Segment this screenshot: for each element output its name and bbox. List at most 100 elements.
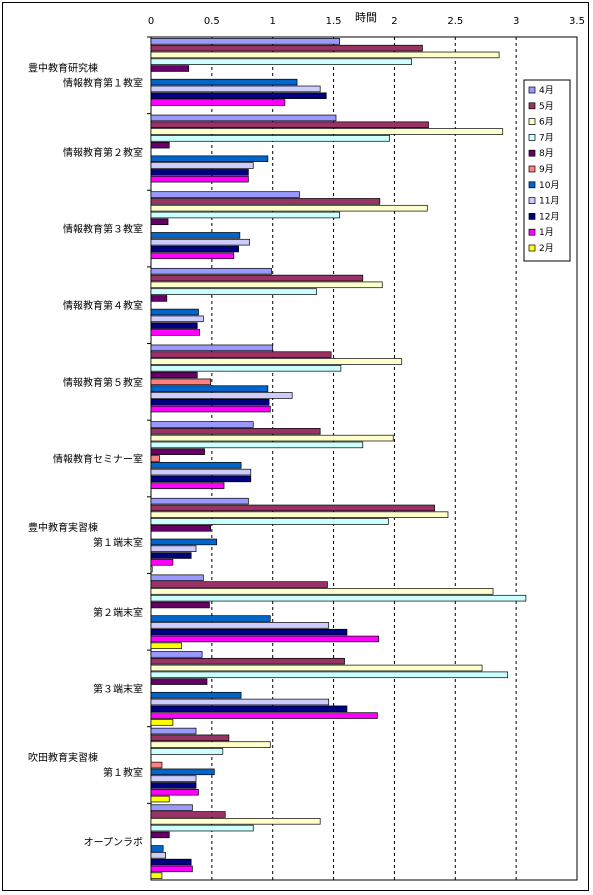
x-tick-label: 0.5 [204,16,220,27]
category-label-group: 豊中教育研究棟 [28,61,98,74]
bar [150,281,383,289]
category-label: 第１端末室 [93,536,143,549]
category-label-group: 吹田教育実習棟 [28,751,98,764]
bar [150,329,201,336]
bar [150,121,429,129]
bar [150,601,210,609]
legend-swatch [528,102,536,110]
bar [150,204,428,212]
bar [150,594,527,602]
bar [150,824,254,832]
bar [150,308,199,316]
bar [150,804,193,811]
category-label-group: 豊中教育実習棟 [28,521,98,534]
bar [150,385,269,392]
category-label: 情報教育第３教室 [63,223,143,236]
legend-swatch [528,134,536,141]
legend-entry: 6月 [539,117,554,128]
bar [150,664,483,672]
bar [150,288,317,295]
bar [150,51,500,59]
bar [150,344,274,352]
bar [150,852,166,859]
bar [150,44,423,52]
legend-entry: 10月 [539,180,559,191]
bar [150,175,249,183]
category-label: 情報教育第２教室 [63,146,143,159]
x-tick-label: 1.5 [326,16,342,27]
bar [150,421,254,428]
bar [150,671,508,679]
legend-entry: 5月 [539,101,554,112]
category-label: オープンラボ [84,837,143,849]
bar [150,405,271,413]
legend-swatch [528,118,536,125]
legend-entry: 12月 [539,211,559,222]
x-tick-label: 3.5 [569,16,585,27]
bar [150,392,293,399]
bar [150,99,286,106]
bar [150,378,211,386]
bar [150,525,211,532]
legend-swatch [528,165,536,173]
value-axis-ticks: 0 0.5 1 1.5 2 2.5 3 3.5 [148,16,585,27]
bar [150,504,435,512]
legend-entry: 7月 [539,132,554,143]
legend-swatch [528,213,536,220]
bar [150,434,394,442]
bar [150,698,330,706]
legend-swatch [528,228,536,236]
bar [150,315,204,323]
bar [150,399,270,406]
bar [150,322,198,329]
bar [150,267,272,275]
legend-swatch [528,86,536,94]
bar [150,545,197,552]
bar [150,811,226,818]
bar [150,727,197,735]
x-tick-label: 3 [513,16,519,27]
bar [150,162,254,169]
bar [150,365,342,372]
x-tick-label: 0 [148,16,154,27]
bar [150,38,341,45]
bar [150,497,249,505]
legend-entry: 1月 [539,227,554,238]
legend-entry: 8月 [539,148,554,159]
bar [150,768,215,776]
bar [150,371,198,379]
legend-swatch [528,149,536,157]
category-label: 情報教育第５教室 [63,376,143,389]
bar [150,169,249,176]
bar [150,615,271,622]
bar [150,135,390,142]
bar [150,468,252,476]
bar [150,581,328,588]
bar [150,232,241,239]
bar [150,58,412,65]
bar [150,734,230,742]
bar [150,588,494,595]
category-label: 情報教育セミナー室 [53,453,143,466]
category-label: 情報教育第１教室 [63,76,143,89]
bar [150,622,330,629]
legend: 4月 5月 6月 7月 8月 9月 10月 11月 12月 1月 2月 [523,79,571,262]
x-tick-label: 2 [391,16,397,27]
bar [150,295,168,302]
bar [150,691,242,699]
bar [150,351,332,358]
category-axis: 豊中教育研究棟情報教育第１教室情報教育第２教室情報教育第３教室情報教育第４教室情… [28,36,151,849]
bar [150,559,174,566]
bar [150,428,321,435]
bar [150,872,163,879]
bar [150,651,203,658]
bar [150,552,192,559]
bar [150,448,205,455]
bar [150,788,199,796]
legend-entry: 2月 [539,243,554,254]
bar [150,462,242,469]
bar [150,238,250,246]
bar [150,65,190,72]
